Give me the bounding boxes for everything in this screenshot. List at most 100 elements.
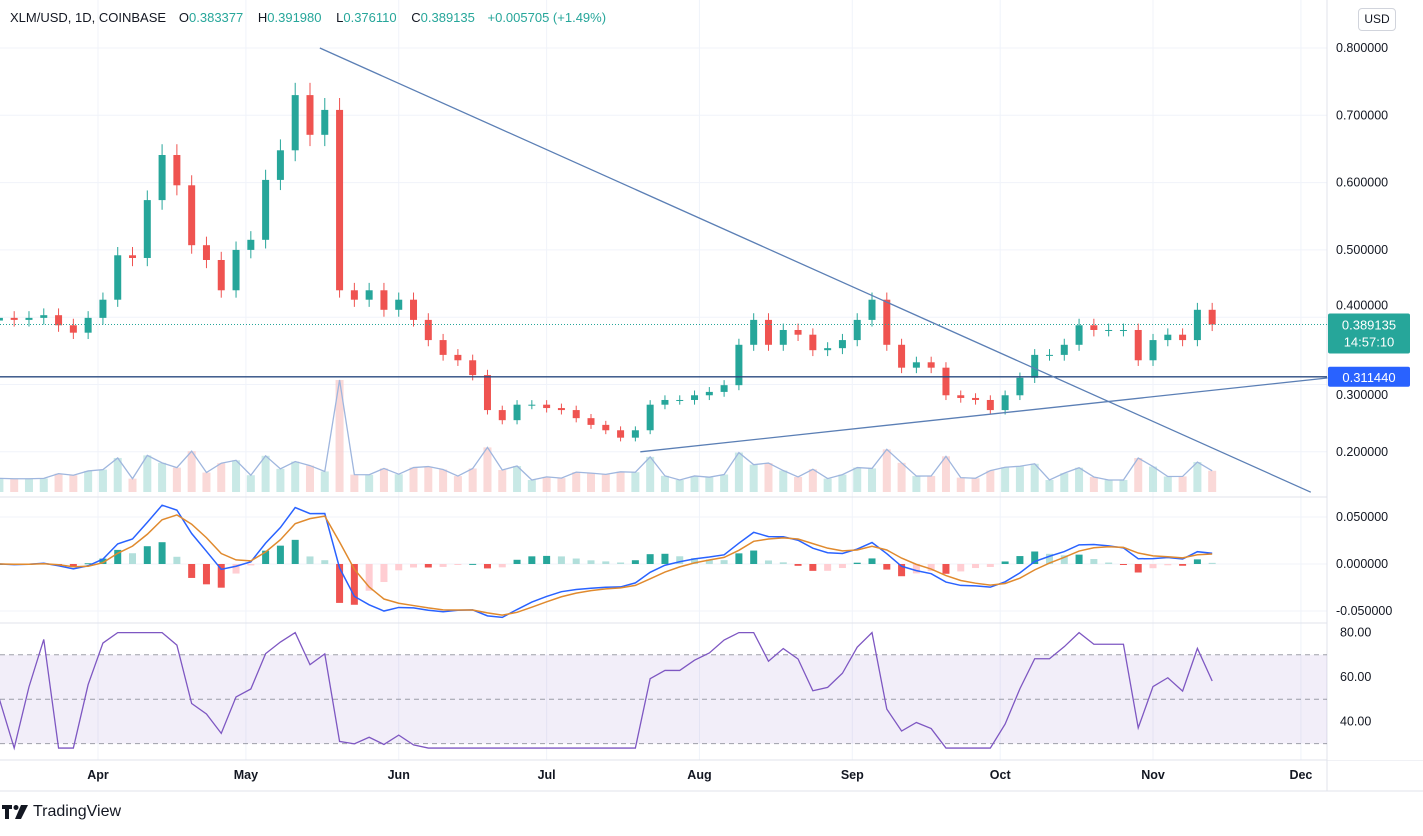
volume-bar — [616, 471, 625, 492]
macd-histogram-bar — [572, 558, 580, 564]
macd-histogram-bar — [1060, 555, 1068, 564]
candle-body — [779, 329, 787, 345]
candle-body — [750, 319, 758, 345]
macd-histogram-bar — [99, 558, 107, 564]
time-axis-label: Jul — [538, 768, 556, 782]
volume-bar — [720, 474, 729, 492]
candle-body — [0, 317, 3, 321]
macd-line — [0, 504, 1213, 619]
macd-histogram-bar — [1149, 564, 1157, 569]
price-axis-label: 0.300000 — [1336, 388, 1388, 402]
brand-name: TradingView — [33, 803, 122, 820]
macd-histogram-bar — [838, 564, 846, 569]
macd-histogram-bar — [513, 559, 521, 564]
macd-histogram-bar — [972, 564, 980, 569]
candle-body — [986, 399, 994, 411]
volume-bar — [838, 474, 847, 492]
macd-histogram-bar — [1134, 564, 1142, 573]
volume-bar — [1089, 476, 1098, 492]
price-axis-label: 0.400000 — [1336, 299, 1388, 313]
currency-button[interactable]: USD — [1358, 8, 1396, 31]
macd-histogram-bar — [528, 556, 536, 564]
volume-bar — [646, 456, 655, 492]
time-axis-label: Nov — [1141, 768, 1165, 782]
macd-histogram-bar — [898, 564, 906, 577]
macd-histogram-bar — [365, 564, 373, 591]
volume-bar — [1045, 480, 1054, 492]
volume-bar — [734, 452, 743, 492]
macd-histogram-bar — [602, 561, 610, 564]
candle-body — [84, 317, 92, 333]
volume-bar — [1119, 480, 1128, 492]
candle-body — [217, 259, 225, 291]
macd-histogram-bar — [1045, 553, 1053, 564]
volume-bar — [808, 469, 817, 492]
macd-axis-label: 0.000000 — [1336, 557, 1388, 571]
volume-bar — [365, 474, 374, 492]
volume-bar — [1193, 462, 1202, 492]
macd-histogram-bar — [202, 564, 210, 585]
volume-bar — [217, 463, 226, 492]
candle-body — [543, 404, 551, 409]
macd-histogram-bar — [291, 539, 299, 564]
volume-bar — [84, 470, 93, 492]
volume-bar — [557, 478, 566, 492]
volume-line — [0, 379, 1213, 481]
volume-bar — [291, 461, 300, 492]
candle-body — [69, 325, 77, 333]
rsi-line — [0, 631, 1213, 751]
volume-bar — [143, 455, 152, 492]
candle-body — [321, 109, 329, 135]
macd-histogram-bar — [1119, 564, 1127, 565]
volume-bar — [69, 475, 78, 492]
price-axis-label: 0.500000 — [1336, 243, 1388, 257]
macd-histogram-bar — [129, 553, 137, 564]
candle-body — [557, 408, 565, 411]
volume-bar — [527, 480, 536, 492]
candle-body — [883, 299, 891, 345]
macd-histogram-bar — [794, 564, 802, 566]
candle-body — [202, 245, 210, 260]
volume-bar — [10, 478, 19, 492]
volume-bar — [882, 449, 891, 492]
volume-bar — [158, 462, 167, 492]
macd-histogram-bar — [942, 564, 950, 574]
candle-body — [838, 340, 846, 349]
macd-histogram-bar — [705, 559, 713, 564]
macd-histogram-bar — [720, 560, 728, 564]
volume-bar — [335, 380, 344, 492]
volume-bar — [172, 467, 181, 492]
volume-bar — [513, 466, 522, 492]
volume-bar — [394, 474, 403, 492]
candle-body — [1090, 325, 1098, 330]
macd-histogram-bar — [631, 560, 639, 564]
volume-bar — [483, 447, 492, 492]
volume-bar — [660, 475, 669, 492]
macd-histogram-bar — [247, 564, 255, 566]
candle-body — [439, 340, 447, 355]
candle-body — [617, 430, 625, 438]
footer-brand[interactable]: TradingView — [2, 803, 121, 821]
macd-histogram-bar — [809, 564, 817, 571]
macd-histogram-bar — [424, 564, 432, 568]
macd-histogram-bar — [350, 564, 358, 605]
volume-bar — [113, 457, 122, 492]
candle-body — [1208, 309, 1216, 325]
candle-body — [735, 344, 743, 386]
candle-body — [276, 150, 284, 180]
candle-body — [1060, 344, 1068, 355]
volume-bar — [305, 465, 314, 492]
volume-bar — [749, 464, 758, 492]
macd-histogram-bar — [380, 564, 388, 583]
candle-body — [380, 290, 388, 310]
macd-histogram-bar — [321, 560, 329, 564]
time-axis-label: Oct — [990, 768, 1012, 782]
volume-bar — [705, 477, 714, 492]
candle-body — [247, 239, 255, 250]
macd-histogram-bar — [188, 564, 196, 578]
volume-bar — [941, 456, 950, 492]
volume-bar — [1015, 466, 1024, 492]
candle-body — [691, 395, 699, 400]
macd-histogram-bar — [853, 562, 861, 564]
